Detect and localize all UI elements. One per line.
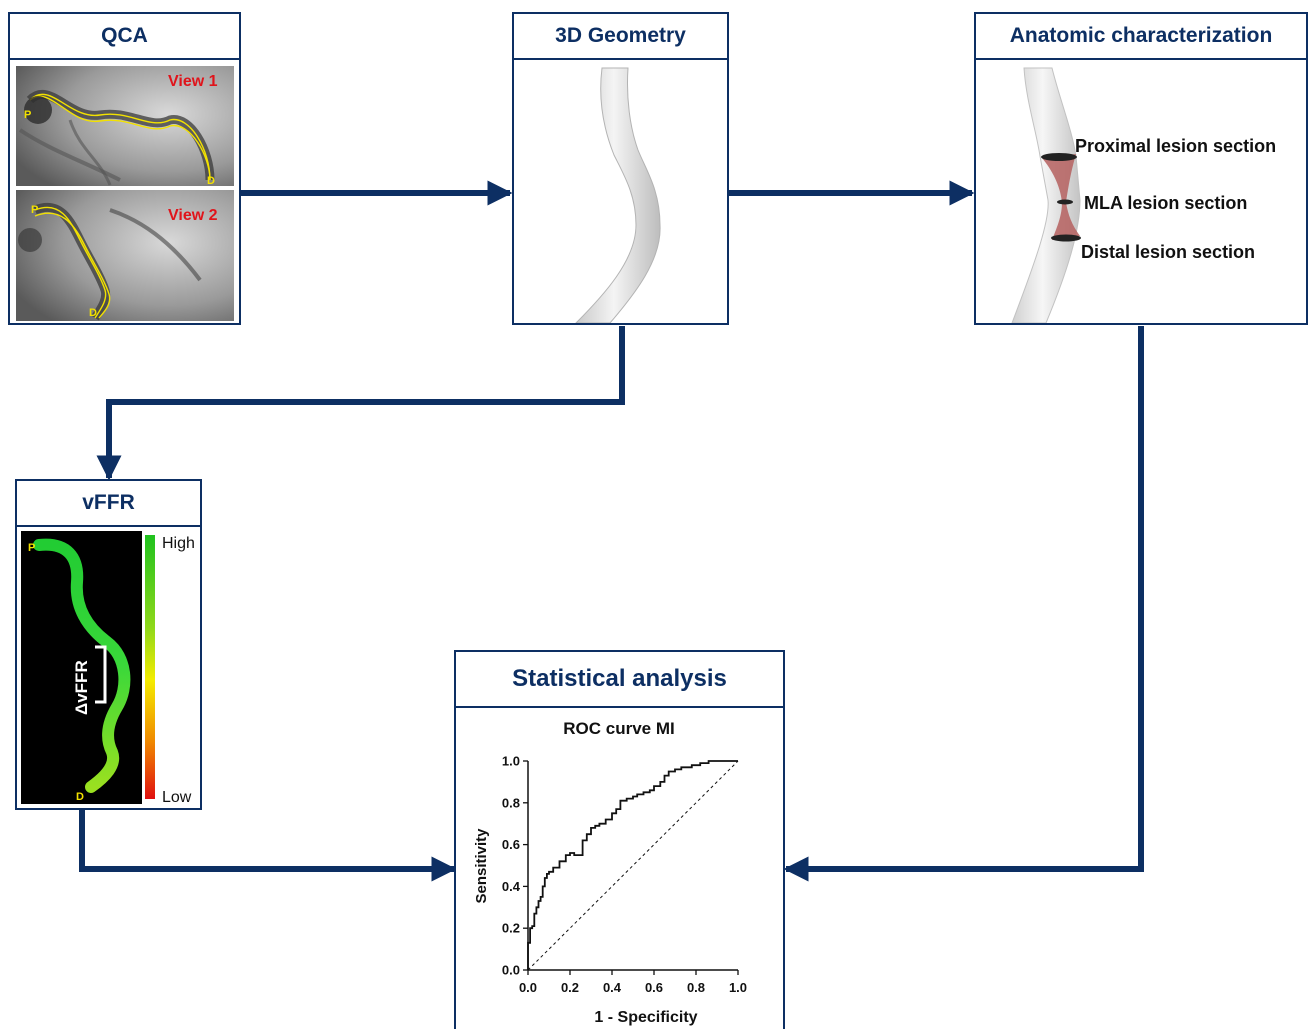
lesion-render xyxy=(1011,67,1081,324)
view1-d-marker: D xyxy=(207,175,215,187)
view1-p-marker: P xyxy=(24,109,31,121)
distal-section-ring xyxy=(1051,234,1081,242)
vffr-box: vFFR High Low P xyxy=(15,479,202,810)
geometry-box: 3D Geometry xyxy=(512,12,729,325)
anatomic-render xyxy=(976,60,1306,324)
view1-label: View 1 xyxy=(168,73,218,90)
y-tick-label: 1.0 xyxy=(502,754,520,769)
x-tick-label: 1.0 xyxy=(729,980,747,995)
stats-box: Statistical analysis ROC curve MI 1 - Sp… xyxy=(454,650,785,1029)
vffr-color-scale xyxy=(145,535,155,799)
angiogram-images: P D View 1 P D View 2 xyxy=(16,66,234,321)
x-tick-label: 0.0 xyxy=(519,980,537,995)
geometry-render xyxy=(514,60,727,324)
vffr-p-marker: P xyxy=(28,542,35,554)
vffr-high-label: High xyxy=(162,535,195,552)
roc-marks xyxy=(527,760,739,971)
vffr-low-label: Low xyxy=(162,789,192,806)
vffr-render: High Low P D ΔvFFR xyxy=(17,527,200,808)
anatomic-title: Anatomic characterization xyxy=(976,14,1306,60)
label-mla-lesion: MLA lesion section xyxy=(1084,193,1248,213)
y-tick-label: 0.0 xyxy=(502,963,520,978)
delta-bracket xyxy=(95,645,107,704)
chart-title: ROC curve MI xyxy=(563,719,674,738)
delta-vffr-label: ΔvFFR xyxy=(72,660,91,715)
geometry-title: 3D Geometry xyxy=(514,14,727,60)
stats-title: Statistical analysis xyxy=(456,652,783,708)
view2-label: View 2 xyxy=(168,207,218,224)
mla-section-ring xyxy=(1057,199,1073,205)
chart-xlabel: 1 - Specificity xyxy=(594,1009,697,1026)
vffr-map: High Low P D ΔvFFR xyxy=(21,531,195,806)
roc-curve-line xyxy=(527,760,738,970)
arrow-vffr-to-stats xyxy=(79,809,457,882)
arrow-anatomic-to-stats xyxy=(783,326,1144,882)
qca-title: QCA xyxy=(10,14,239,60)
view2-p-marker: P xyxy=(31,204,38,216)
view1-image xyxy=(16,66,234,186)
x-tick-label: 0.2 xyxy=(561,980,579,995)
y-tick-label: 0.2 xyxy=(502,921,520,936)
qca-box: QCA P D View 1 xyxy=(8,12,241,325)
vffr-d-marker: D xyxy=(76,791,84,803)
vessel-3d-render xyxy=(574,67,661,324)
roc-axes: 0.0 0.2 0.4 0.6 0.8 1.0 0.0 0.2 0.4 0.6 0.8 1.0 xyxy=(502,754,747,996)
view2-d-marker: D xyxy=(89,307,97,319)
y-tick-label: 0.4 xyxy=(502,879,521,894)
roc-chart-container: ROC curve MI 1 - Specificity Sensitivity… xyxy=(456,708,783,1029)
y-tick-label: 0.8 xyxy=(502,795,520,810)
y-tick-label: 0.6 xyxy=(502,837,520,852)
lesion-segment xyxy=(1042,154,1080,240)
x-tick-label: 0.6 xyxy=(645,980,663,995)
label-proximal-lesion: Proximal lesion section xyxy=(1075,136,1277,156)
x-tick-label: 0.8 xyxy=(687,980,705,995)
chart-ylabel: Sensitivity xyxy=(473,828,490,904)
reference-diagonal-line xyxy=(527,760,739,971)
label-distal-lesion: Distal lesion section xyxy=(1081,242,1256,262)
x-tick-label: 0.4 xyxy=(603,980,622,995)
roc-chart: ROC curve MI 1 - Specificity Sensitivity… xyxy=(473,719,747,1026)
proximal-section-ring xyxy=(1041,153,1077,161)
arrow-geometry-to-vffr xyxy=(96,326,625,481)
qca-angiograms: P D View 1 P D View 2 xyxy=(10,60,239,323)
vffr-title: vFFR xyxy=(17,481,200,527)
anatomic-box: Anatomic characterization Proximal lesio… xyxy=(974,12,1308,325)
